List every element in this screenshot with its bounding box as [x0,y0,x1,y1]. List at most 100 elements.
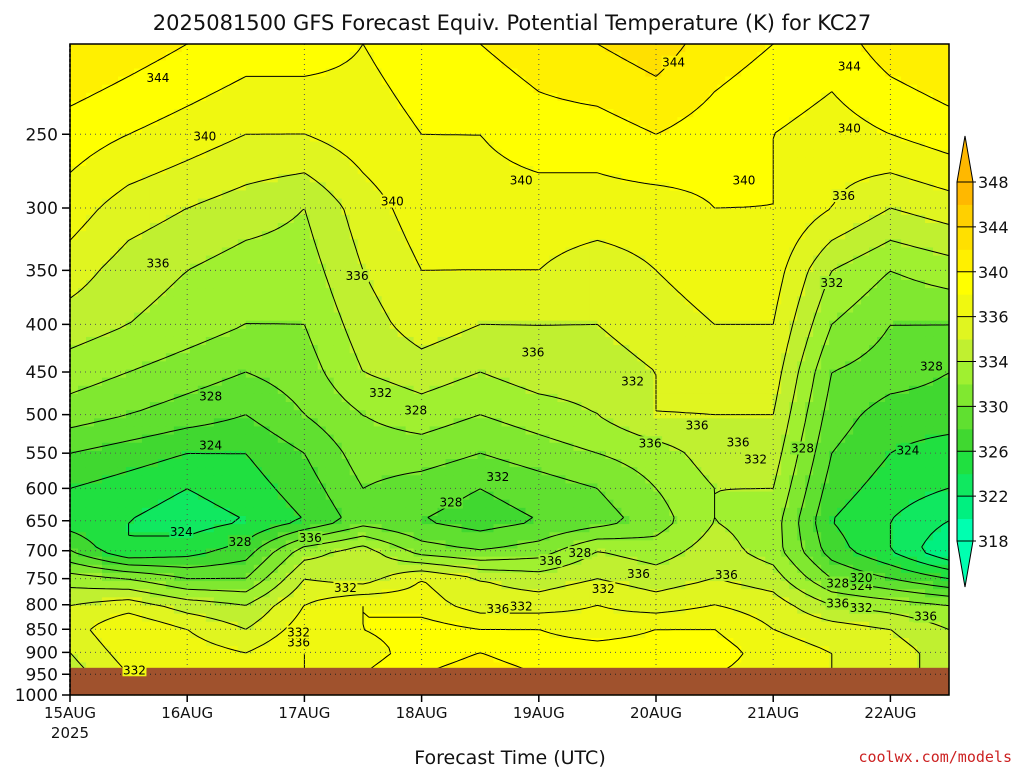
field-cell [309,393,319,403]
field-cell [437,271,447,281]
field-cell [253,92,263,102]
field-cell [309,304,319,314]
field-cell [149,328,159,338]
field-cell [237,190,247,200]
field-cell [933,76,942,86]
field-cell [149,385,159,395]
field-cell [493,100,503,110]
field-cell [869,100,878,110]
field-cell [717,166,726,175]
field-cell [613,125,622,135]
field-cell [925,60,934,70]
field-cell [333,198,343,208]
field-cell [661,166,670,175]
field-cell [85,76,95,86]
field-cell [733,60,742,70]
field-cell [597,393,606,403]
field-cell [853,149,862,159]
field-cell [173,279,183,289]
field-cell [381,52,391,61]
field-cell [845,312,854,322]
field-cell [389,345,399,354]
field-cell [605,385,614,395]
field-cell [829,76,838,86]
field-cell [365,44,375,53]
field-cell [725,157,734,167]
field-cell [701,385,710,395]
field-cell [669,133,678,143]
field-cell [85,239,95,249]
field-cell [517,312,527,322]
field-cell [397,117,407,126]
field-cell [701,44,710,53]
field-cell [277,247,287,257]
field-cell [621,206,630,216]
field-cell [781,271,790,281]
field-cell [709,214,718,224]
field-cell [117,402,127,411]
field-cell [101,361,111,371]
field-cell [141,271,151,281]
field-cell [101,312,111,322]
field-cell [565,231,575,240]
field-cell [173,255,183,265]
field-cell [765,369,774,379]
field-cell [85,44,95,53]
field-cell [261,60,271,70]
field-cell [389,312,399,322]
field-cell [445,369,455,379]
field-cell [341,369,351,379]
field-cell [85,117,95,126]
field-cell [581,76,591,86]
field-cell [725,353,734,362]
field-cell [597,385,606,395]
field-cell [813,166,822,175]
field-cell [677,296,686,305]
field-cell [677,312,686,322]
field-cell [373,76,383,86]
field-cell [173,149,183,159]
field-cell [661,157,670,167]
field-cell [725,141,734,151]
field-cell [365,84,375,94]
field-cell [437,76,447,86]
field-cell [765,166,774,175]
field-cell [293,239,303,249]
field-cell [701,377,710,387]
field-cell [797,52,806,61]
field-cell [397,231,407,240]
field-cell [357,109,367,118]
field-cell [605,214,614,224]
field-cell [669,157,678,167]
field-cell [933,369,942,379]
field-cell [733,361,742,371]
field-cell [277,296,287,305]
field-cell [805,68,814,78]
field-cell [269,312,279,322]
field-cell [309,336,319,346]
field-cell [853,223,862,232]
field-cell [501,263,511,273]
field-cell [117,353,127,362]
field-cell [85,157,95,167]
field-cell [357,255,367,265]
field-cell [477,288,487,297]
field-cell [285,263,295,273]
field-cell [637,231,646,240]
field-cell [77,255,87,265]
field-cell [541,385,551,395]
field-cell [677,385,686,395]
field-cell [397,149,407,159]
field-cell [453,239,463,249]
field-cell [317,377,327,387]
field-cell [541,166,551,175]
field-cell [717,304,726,314]
field-cell [581,52,591,61]
field-cell [125,109,135,118]
field-cell [357,247,367,257]
field-cell [621,100,630,110]
field-cell [429,223,439,232]
field-cell [133,385,143,395]
field-cell [269,84,279,94]
field-cell [477,345,487,354]
